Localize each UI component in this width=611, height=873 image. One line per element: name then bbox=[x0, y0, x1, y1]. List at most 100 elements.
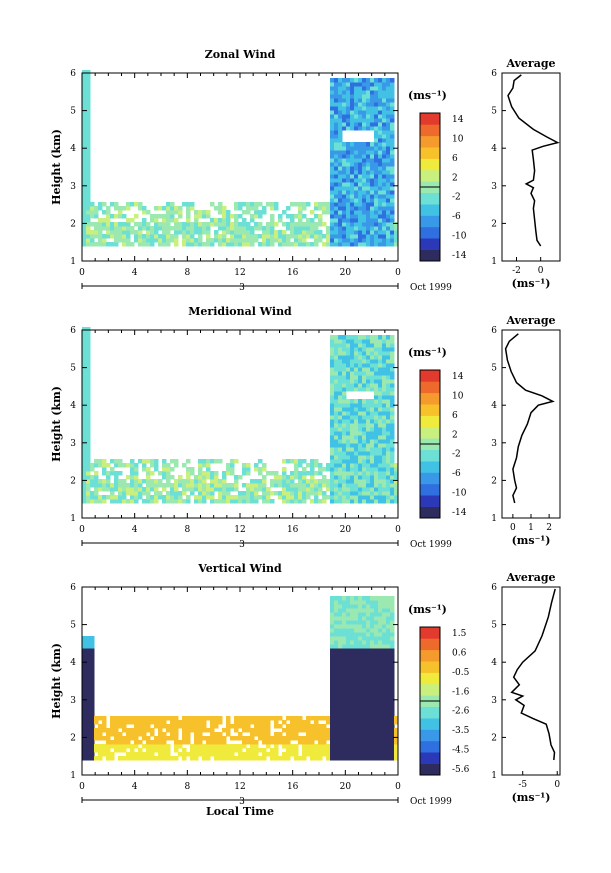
heatmap-cell bbox=[142, 724, 147, 729]
heatmap-cell bbox=[330, 471, 335, 476]
heatmap-cell bbox=[218, 487, 223, 492]
heatmap-cell bbox=[278, 495, 283, 500]
heatmap-cell bbox=[142, 222, 147, 227]
heatmap-cell bbox=[354, 106, 359, 111]
heatmap-cell bbox=[310, 475, 315, 480]
heatmap-cell bbox=[374, 439, 379, 444]
heatmap-cell bbox=[294, 230, 299, 235]
heatmap-cell bbox=[386, 190, 391, 195]
heatmap-cell bbox=[154, 744, 159, 749]
heatmap-cell bbox=[314, 736, 319, 741]
heatmap-cell bbox=[254, 234, 259, 239]
heatmap-cell bbox=[266, 720, 271, 725]
heatmap-cell bbox=[338, 214, 343, 219]
heatmap-cell bbox=[250, 230, 255, 235]
heatmap-cell bbox=[370, 443, 375, 448]
heatmap-cell bbox=[226, 744, 231, 749]
heatmap-cell bbox=[206, 459, 211, 464]
heatmap-cell bbox=[358, 600, 363, 605]
heatmap-cell bbox=[374, 154, 379, 159]
heatmap-cell bbox=[134, 483, 139, 488]
heatmap-cell bbox=[390, 672, 395, 677]
x-tick-label: 0 bbox=[395, 782, 401, 792]
heatmap-cell bbox=[382, 395, 387, 400]
heatmap-cell bbox=[382, 620, 387, 625]
heatmap-cell bbox=[390, 98, 395, 103]
heatmap-cell bbox=[82, 134, 87, 139]
heatmap-cell bbox=[238, 732, 243, 737]
heatmap-cell bbox=[166, 748, 171, 753]
heatmap-cell bbox=[370, 604, 375, 609]
heatmap-cell bbox=[330, 736, 335, 741]
heatmap-cell bbox=[370, 419, 375, 424]
heatmap-cell bbox=[338, 130, 343, 135]
heatmap-cell bbox=[218, 744, 223, 749]
heatmap-cell bbox=[370, 122, 375, 127]
heatmap-cell bbox=[98, 206, 103, 211]
heatmap-cell bbox=[282, 491, 287, 496]
heatmap-cell bbox=[314, 471, 319, 476]
heatmap-cell bbox=[134, 463, 139, 468]
heatmap-cell bbox=[358, 122, 363, 127]
heatmap-cell bbox=[306, 218, 311, 223]
heatmap-cell bbox=[146, 495, 151, 500]
heatmap-cell bbox=[110, 752, 115, 757]
heatmap-cell bbox=[222, 471, 227, 476]
heatmap-cell bbox=[334, 363, 339, 368]
heatmap-cell bbox=[342, 451, 347, 456]
heatmap-cell bbox=[362, 676, 367, 681]
heatmap-cell bbox=[382, 375, 387, 380]
heatmap-cell bbox=[362, 451, 367, 456]
heatmap-cell bbox=[302, 748, 307, 753]
heatmap-cell bbox=[330, 379, 335, 384]
heatmap-cell bbox=[346, 210, 351, 215]
heatmap-cell bbox=[150, 748, 155, 753]
heatmap-cell bbox=[378, 628, 383, 633]
heatmap-cell bbox=[274, 206, 279, 211]
heatmap-cell bbox=[390, 732, 395, 737]
heatmap-cell bbox=[334, 491, 339, 496]
heatmap-cell bbox=[382, 146, 387, 151]
heatmap-cell bbox=[390, 656, 395, 661]
heatmap-cell bbox=[122, 744, 127, 749]
heatmap-cell bbox=[354, 174, 359, 179]
heatmap-cell bbox=[338, 242, 343, 247]
heatmap-cell bbox=[218, 756, 223, 761]
heatmap-cell bbox=[370, 379, 375, 384]
heatmap-cell bbox=[326, 732, 331, 737]
heatmap-cell bbox=[342, 359, 347, 364]
heatmap-cell bbox=[386, 335, 391, 340]
heatmap-cell bbox=[374, 600, 379, 605]
heatmap-cell bbox=[290, 483, 295, 488]
heatmap-cell bbox=[222, 495, 227, 500]
heatmap-cell bbox=[154, 756, 159, 761]
heatmap-cell bbox=[338, 696, 343, 701]
heatmap-cell bbox=[102, 736, 107, 741]
heatmap-cell bbox=[318, 238, 323, 243]
heatmap-cell bbox=[390, 684, 395, 689]
heatmap-cell bbox=[346, 162, 351, 167]
heatmap-cell bbox=[334, 355, 339, 360]
colorbar-unit: (ms⁻¹) bbox=[408, 346, 447, 359]
heatmap-cell bbox=[342, 202, 347, 207]
heatmap-cell bbox=[362, 118, 367, 123]
heatmap-cell bbox=[358, 652, 363, 657]
heatmap-cell bbox=[326, 467, 331, 472]
heatmap-cell bbox=[386, 455, 391, 460]
heatmap-cell bbox=[366, 668, 371, 673]
heatmap-cell bbox=[306, 487, 311, 492]
heatmap-cell bbox=[370, 222, 375, 227]
heatmap-cell bbox=[374, 680, 379, 685]
heatmap-cell bbox=[374, 419, 379, 424]
heatmap-cell bbox=[342, 343, 347, 348]
heatmap-cell bbox=[382, 728, 387, 733]
heatmap-cell bbox=[338, 455, 343, 460]
heatmap-cell bbox=[86, 495, 91, 500]
heatmap-cell bbox=[238, 756, 243, 761]
heatmap-cell bbox=[374, 118, 379, 123]
heatmap-cell bbox=[94, 222, 99, 227]
heatmap-cell bbox=[170, 724, 175, 729]
heatmap-cell bbox=[174, 744, 179, 749]
heatmap-cell bbox=[378, 158, 383, 163]
heatmap-cell bbox=[338, 451, 343, 456]
